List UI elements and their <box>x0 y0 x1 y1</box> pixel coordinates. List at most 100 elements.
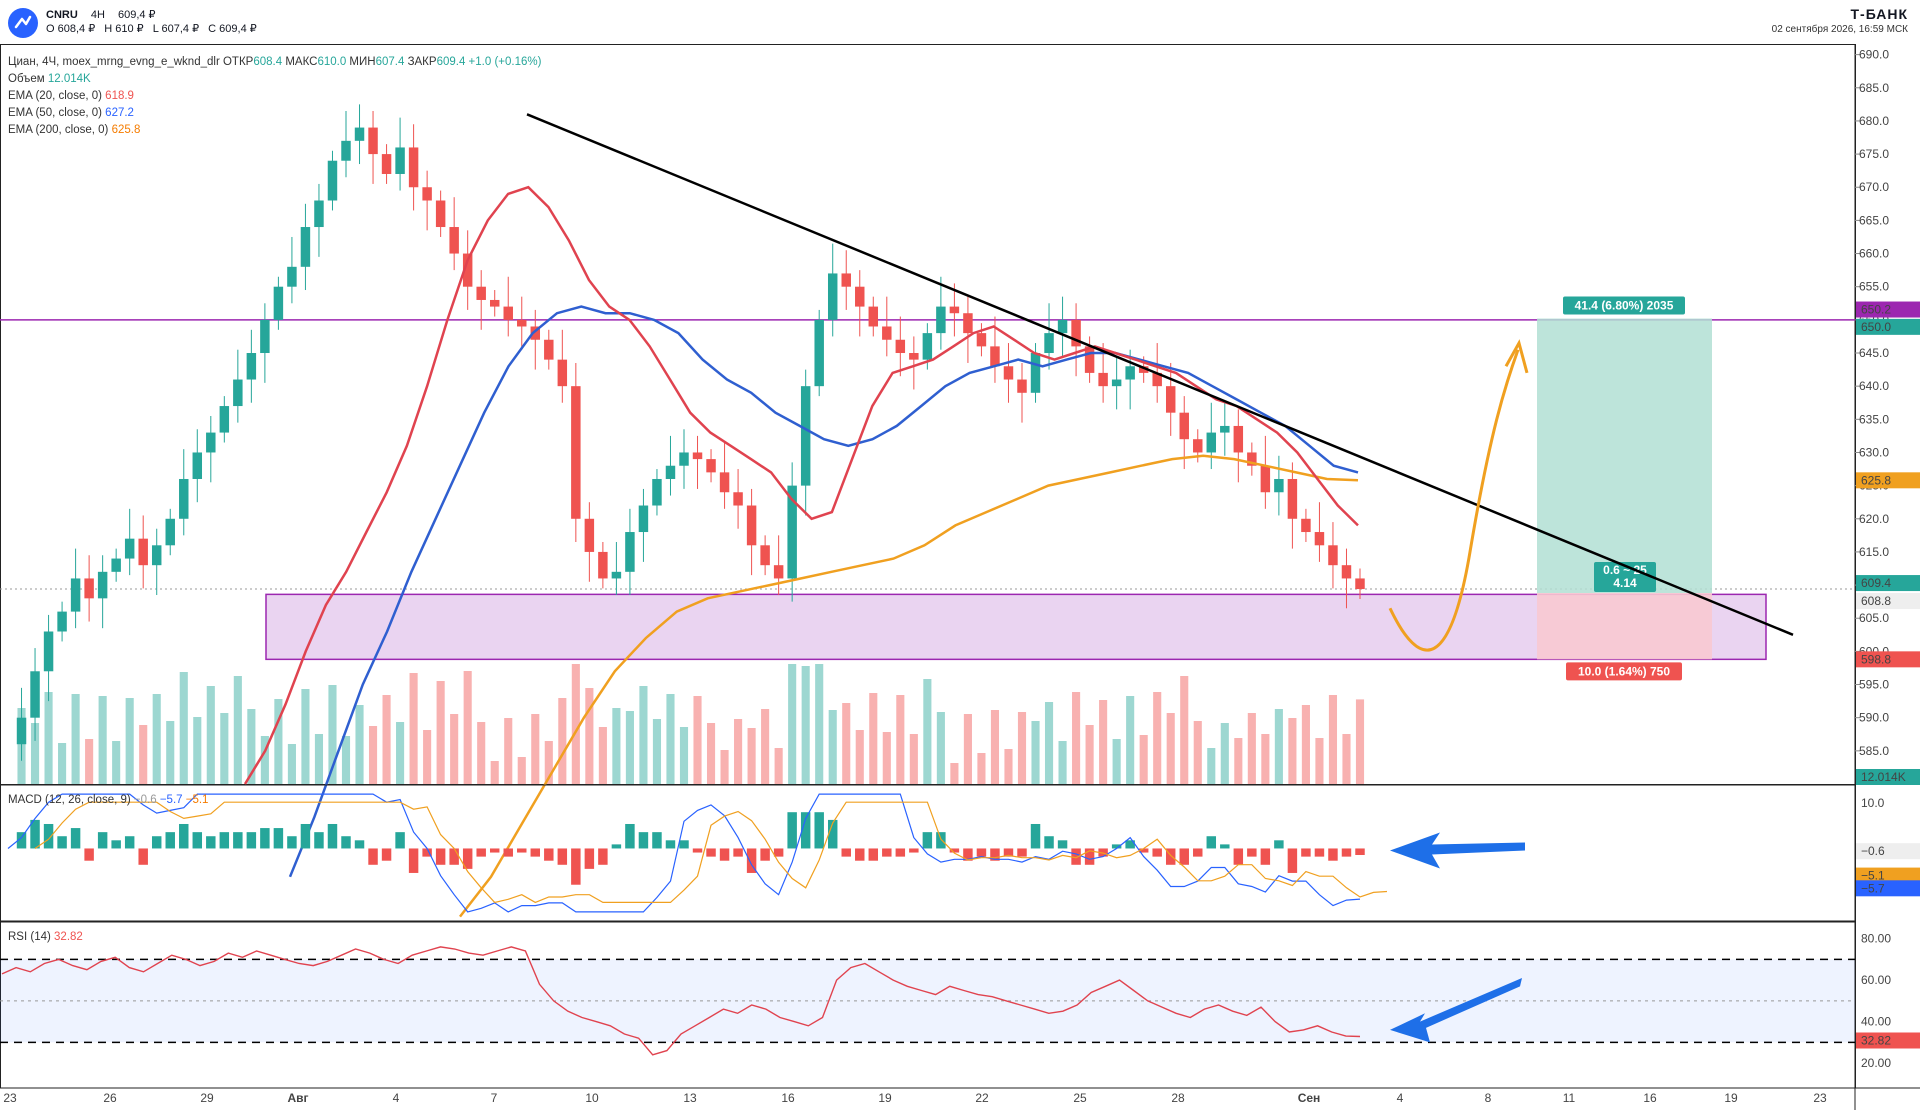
candle-body <box>1206 432 1217 453</box>
y-tick-label: 670.0 <box>1859 180 1889 194</box>
y-tick-label: 675.0 <box>1859 147 1889 161</box>
app-logo-icon[interactable] <box>8 8 38 38</box>
macd-hist-bar <box>151 836 162 849</box>
candle-body <box>841 273 851 287</box>
macd-pane[interactable]: 10.0−0.6−5.1−5.7 <box>0 784 1920 922</box>
ema200-line <box>459 454 1359 918</box>
legend-ema200-label: EMA (200, close, 0) <box>8 124 109 136</box>
volume-bar <box>666 694 675 784</box>
volume-bar <box>1166 713 1175 784</box>
rsi-label: RSI (14) <box>8 931 51 943</box>
candle-body <box>124 538 135 559</box>
volume-bar <box>368 726 378 784</box>
top-bar: CNRU 4H 609,4 ₽ О 608,4 ₽ Н 610 ₽ L 607,… <box>0 0 1920 44</box>
candle-body <box>909 353 919 360</box>
target-label-bg <box>1563 296 1685 315</box>
rsi-legend[interactable]: RSI (14) 32.82 <box>8 931 83 943</box>
legend-volume-row[interactable]: Объем 12.014K <box>8 71 541 88</box>
volume-bar <box>625 711 634 784</box>
volume-bar <box>1017 712 1027 784</box>
price-tag: 625.8 <box>1861 473 1891 487</box>
volume-bar <box>706 723 716 784</box>
datetime-stamp: 02 сентября 2026, 16:59 МСК <box>1771 24 1908 35</box>
candle-body <box>1193 439 1203 453</box>
candle-body <box>246 353 257 380</box>
legend-volume-label: Объем <box>8 73 45 85</box>
volume-bar <box>220 713 229 784</box>
candle-body <box>625 532 635 572</box>
candle-body <box>30 671 40 718</box>
candle-body <box>773 565 784 579</box>
volume-bar <box>30 723 40 784</box>
macd-line <box>7 793 1361 913</box>
volume-bar <box>585 688 594 784</box>
candle-body <box>976 333 987 347</box>
volume-tag: 12.014K <box>1861 770 1906 784</box>
rsi-pane[interactable]: 80.00 60.00 40.00 32.82 20.00 <box>0 921 1920 1089</box>
macd-hist-bar <box>1044 836 1054 849</box>
macd-hist-bar <box>43 823 54 849</box>
ema50-line <box>288 305 1359 878</box>
header-ohlc: О 608,4 ₽ Н 610 ₽ L 607,4 ₽ С 609,4 ₽ <box>46 22 263 35</box>
volume-bar <box>233 676 242 784</box>
candle-body <box>868 306 879 327</box>
macd-hist-bar <box>287 836 297 849</box>
candle-body <box>855 286 865 307</box>
candle-body <box>1341 565 1352 579</box>
macd-tick: −5.1 <box>1861 869 1885 883</box>
y-tick-label: 630.0 <box>1859 445 1889 459</box>
legend-ema50-value: 627.2 <box>105 107 134 119</box>
legend-ema20-row[interactable]: EMA (20, close, 0) 618.9 <box>8 88 541 105</box>
macd-hist-bar <box>395 832 405 849</box>
macd-hist-bar <box>1355 848 1365 855</box>
volume-bar <box>882 732 891 784</box>
candle-body <box>327 160 338 201</box>
candle-body <box>814 319 824 387</box>
volume-bar <box>450 714 459 784</box>
volume-bar <box>788 664 797 784</box>
macd-hist-bar <box>1057 840 1068 849</box>
time-axis[interactable]: 23 26 29 Авг 4 7 10 13 16 19 22 25 28 Сен 4 8 11 16 19 23 <box>0 1087 1920 1105</box>
legend-ema200-row[interactable]: EMA (200, close, 0) 625.8 <box>8 122 541 139</box>
macd-hist-bar <box>544 848 554 861</box>
volume-bar <box>1031 721 1040 784</box>
x-tick-label: 28 <box>1171 1091 1185 1105</box>
volume-bar <box>436 681 445 784</box>
candle-body <box>43 631 54 672</box>
ticker[interactable]: CNRU <box>46 9 78 21</box>
macd-legend[interactable]: MACD (12, 26, close, 9) −0.6 −5.7 −5.1 <box>8 794 208 806</box>
legend-title[interactable]: Циан, 4Ч, moex_mrng_evng_e_wknd_dlr <box>8 56 220 68</box>
macd-hist-bar <box>652 832 662 849</box>
volume-bar <box>720 750 729 784</box>
candle-body <box>827 273 838 320</box>
macd-signal-value: −5.1 <box>185 794 209 806</box>
candle-body <box>260 319 270 354</box>
volume-bar <box>1328 695 1338 784</box>
macd-hist-bar <box>841 848 851 857</box>
macd-hist-bar <box>233 832 243 849</box>
macd-hist-bar <box>341 836 351 849</box>
macd-hist-bar <box>435 848 446 865</box>
legend-ema50-row[interactable]: EMA (50, close, 0) 627.2 <box>8 105 541 122</box>
x-tick-label: 26 <box>103 1091 117 1105</box>
ratio-label: 0.6 ~ 25 <box>1603 563 1647 577</box>
volume-bar <box>761 709 770 784</box>
volume-bar <box>490 761 499 784</box>
volume-bar <box>896 695 905 784</box>
volume-bar <box>544 741 553 784</box>
candle-body <box>990 346 1000 367</box>
volume-bar <box>287 744 296 784</box>
x-tick-label: Авг <box>287 1091 308 1105</box>
timeframe[interactable]: 4H <box>90 9 105 21</box>
macd-hist-bar <box>368 848 378 865</box>
macd-hist-bar <box>517 848 527 853</box>
candle-body <box>679 452 689 466</box>
y-tick-label: 615.0 <box>1859 545 1889 559</box>
main-pane[interactable]: 585.0590.0595.0600.0605.0610.0615.0620.0… <box>0 44 1920 1110</box>
y-tick-label: 690.0 <box>1859 48 1889 62</box>
ratio-label-bg <box>1594 562 1656 593</box>
chart-canvas[interactable]: 585.0590.0595.0600.0605.0610.0615.0620.0… <box>0 44 1920 1110</box>
macd-hist-bar <box>787 812 797 849</box>
rsi-line <box>1 946 1361 1056</box>
x-tick-label: 29 <box>200 1091 214 1105</box>
